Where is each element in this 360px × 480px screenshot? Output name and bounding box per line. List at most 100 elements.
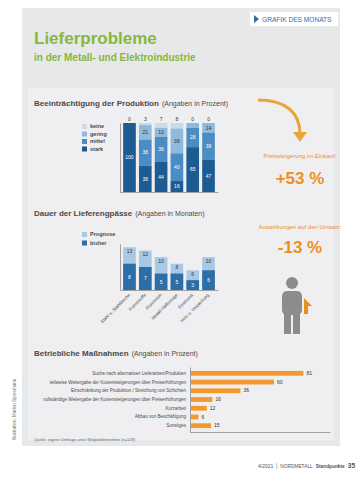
bar (123, 264, 136, 290)
data-label: 3 (144, 116, 147, 122)
bar (186, 128, 199, 147)
data-label: 6 (201, 414, 204, 420)
data-label: 21 (143, 129, 149, 135)
bar (123, 247, 136, 290)
data-label: 5 (176, 279, 179, 285)
footer-brand: NORDMETALL (280, 464, 313, 469)
axis-line (121, 290, 219, 291)
bar (190, 406, 207, 411)
data-label: 81 (306, 370, 312, 376)
bar (186, 147, 199, 192)
tick: vollständige Weitergabe der Kostensteige… (43, 397, 186, 402)
axis (120, 124, 121, 193)
bar (155, 274, 168, 290)
axis: Suche nach alternativen Lieferanten/Prod… (43, 368, 190, 433)
bar (155, 123, 168, 128)
data-label: 6 (207, 277, 210, 283)
tick: Einschränkung der Produktion / Streichun… (71, 388, 187, 393)
tick-label: Suche nach alternativen Lieferanten/Prod… (92, 371, 186, 376)
tick-label: Holz u. Verpackung (179, 292, 210, 323)
axis-line (120, 124, 121, 193)
data-label: 7 (144, 275, 147, 281)
data-labels: 1312108610875536 (127, 248, 212, 288)
footer-page: 35 (348, 462, 356, 469)
legend-swatch (82, 124, 87, 129)
axis (120, 245, 121, 291)
chart-title-main: Dauer der Lieferengpässe (34, 209, 133, 218)
axis-line (121, 192, 219, 193)
data-label: 12 (210, 405, 216, 411)
data-label: 8 (128, 274, 131, 280)
plot-area (123, 247, 215, 290)
chart-title-unit: (Angaben in Prozent) (162, 100, 228, 108)
axis (191, 432, 331, 433)
plot-area (190, 371, 303, 428)
tick-label: teilweise Weitergabe der Kostensteigerun… (50, 379, 187, 384)
data-label: 13 (127, 248, 133, 254)
legend-swatch (82, 232, 87, 237)
tick-label: vollständige Weitergabe der Kostensteige… (43, 397, 186, 402)
legend-swatch (82, 139, 87, 144)
axis-line (190, 368, 191, 433)
data-label: 8 (176, 116, 179, 122)
bar (171, 153, 184, 181)
chart-title: Dauer der Lieferengpässe(Angaben in Mona… (34, 209, 205, 218)
bar (155, 128, 168, 137)
bar (155, 162, 168, 192)
data-label: 7 (160, 116, 163, 122)
data-label: 16 (174, 183, 180, 189)
chart-title: Beeinträchtigung der Produktion(Angaben … (34, 99, 228, 108)
tick-label: Metall-Halbzeuge (150, 292, 179, 321)
tick: Holz u. Verpackung (179, 292, 210, 323)
bar (202, 133, 215, 160)
tag: GRAFIK DES MONATS (262, 16, 332, 23)
data-label: 38 (143, 176, 149, 182)
bar (155, 257, 168, 290)
bar (139, 140, 152, 166)
data-label: 100 (125, 154, 134, 160)
bar (171, 264, 184, 290)
legend-label: keine (90, 123, 104, 129)
person-leg (293, 312, 300, 334)
bar (186, 280, 199, 290)
annotation: -13 % (278, 238, 322, 257)
data-label: 40 (174, 164, 180, 170)
tag-box (250, 12, 338, 26)
data-label: 47 (206, 173, 212, 179)
data-label: 8 (176, 264, 179, 270)
axis-line (120, 245, 121, 291)
bar (190, 388, 240, 393)
bar (171, 123, 184, 129)
arrow (258, 100, 300, 134)
tick-label: Kunststoffe (128, 292, 148, 312)
data-labels: 8160361612615 (201, 370, 312, 428)
bar (190, 371, 303, 376)
annotation: +53 % (276, 169, 325, 188)
legend-label: stark (90, 146, 104, 152)
plot-area (123, 123, 215, 192)
tick: Abbau von Beschäftigung (135, 414, 187, 419)
data-label: 10 (206, 258, 212, 264)
bar (202, 160, 215, 192)
data-label: 28 (190, 134, 196, 140)
bar (186, 270, 199, 290)
footer-separator (276, 463, 277, 469)
tick-label: Einschränkung der Produktion / Streichun… (71, 388, 187, 393)
bar (190, 415, 198, 420)
tick: Kunststoffe (128, 292, 148, 312)
source: Quelle: eigene Umfrage unter Mitgliedsbe… (34, 437, 136, 442)
chart-title-unit: (Angaben in Prozent) (132, 350, 198, 358)
data-label: 15 (214, 422, 220, 428)
title: Lieferprobleme (34, 29, 157, 48)
chart-title-unit: (Angaben in Monaten) (135, 210, 204, 218)
legend-label: gering (90, 131, 107, 137)
chart: Beeinträchtigung der Produktion(Angaben … (34, 99, 342, 257)
chart-title: Betriebliche Maßnahmen(Angaben in Prozen… (34, 349, 198, 358)
data-label: 44 (158, 174, 164, 180)
bar (171, 129, 184, 154)
bar (139, 123, 152, 125)
legend-swatch (82, 132, 87, 137)
tag-arrow (254, 15, 259, 23)
data-label: 10 (158, 258, 164, 264)
data-label: 6 (191, 271, 194, 277)
